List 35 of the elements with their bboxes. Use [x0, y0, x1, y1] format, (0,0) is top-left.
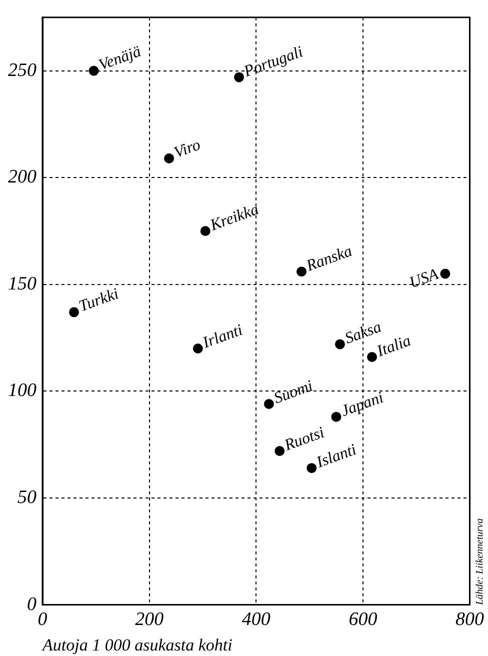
point [367, 352, 378, 362]
annotation: Suomi [272, 378, 316, 408]
annotation: Irlanti [200, 322, 245, 352]
annotation: Venäjä [96, 43, 144, 74]
annotation: Viro [172, 136, 203, 162]
y-tick-label: 0 [27, 594, 37, 615]
point [88, 66, 99, 76]
x-tick-label: 800 [456, 609, 484, 630]
annotation: Kreikka [207, 201, 262, 235]
point [200, 226, 210, 236]
y-tick-label: 100 [8, 380, 37, 402]
y-tick-label: 200 [8, 166, 37, 188]
point [164, 153, 174, 164]
point [296, 266, 307, 277]
point [331, 412, 342, 422]
x-tick-label: 600 [348, 609, 378, 630]
point [334, 339, 345, 350]
point [234, 72, 244, 82]
point [192, 343, 203, 354]
annotation: USA [407, 266, 441, 292]
annotation: Turkki [76, 285, 122, 316]
point [274, 446, 285, 456]
point [69, 307, 80, 318]
x-tick-label: 200 [135, 609, 164, 630]
point [440, 268, 450, 279]
point [306, 463, 317, 474]
text: Lähde: Liikenneturva [474, 518, 486, 606]
point [264, 399, 274, 410]
y-tick-label: 150 [8, 273, 37, 294]
y-tick-label: 50 [18, 487, 37, 508]
annotation: Japani [339, 389, 386, 420]
x-axis-title: Autoja 1 000 asukasta kohti [42, 635, 233, 654]
annotation: Ranska [303, 242, 354, 276]
y-tick-label: 250 [8, 60, 37, 81]
x-tick-label: 400 [242, 609, 271, 630]
